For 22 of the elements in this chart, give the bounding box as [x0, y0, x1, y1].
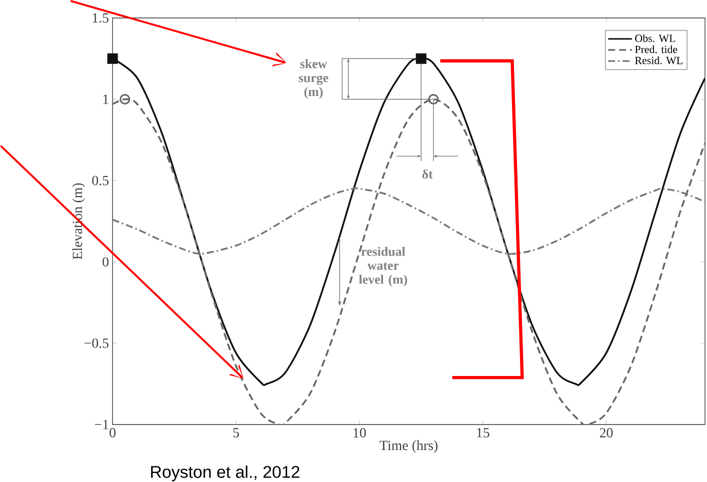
y-tick-label: 0.5: [92, 176, 109, 186]
annotation: δt: [422, 169, 433, 178]
legend-label: Pred. tide: [635, 45, 678, 53]
annotation: skew surge (m): [298, 58, 328, 98]
x-tick-label: 20: [600, 428, 613, 438]
y-tick-label: 1.5: [92, 12, 109, 22]
x-axis-title: Time (hrs): [380, 440, 438, 453]
y-axis-title: Elevation (m): [72, 183, 85, 260]
legend-label: Resid. WL: [635, 56, 682, 64]
y-tick-label: −0.5: [84, 338, 109, 348]
line-series: [112, 98, 706, 424]
annotation: residual water level (m): [359, 246, 408, 286]
line-series: [112, 187, 706, 255]
x-tick-label: 10: [354, 428, 366, 438]
x-tick-label: 0: [110, 428, 116, 438]
y-tick-label: 1: [103, 94, 108, 104]
x-tick-label: 5: [233, 428, 239, 438]
legend-label: Obs. WL: [635, 34, 676, 42]
x-tick-label: 15: [477, 428, 490, 438]
y-tick-label: −1: [94, 420, 108, 429]
y-tick-label: 0: [102, 256, 109, 266]
text: Royston et al., 2012: [151, 465, 300, 482]
